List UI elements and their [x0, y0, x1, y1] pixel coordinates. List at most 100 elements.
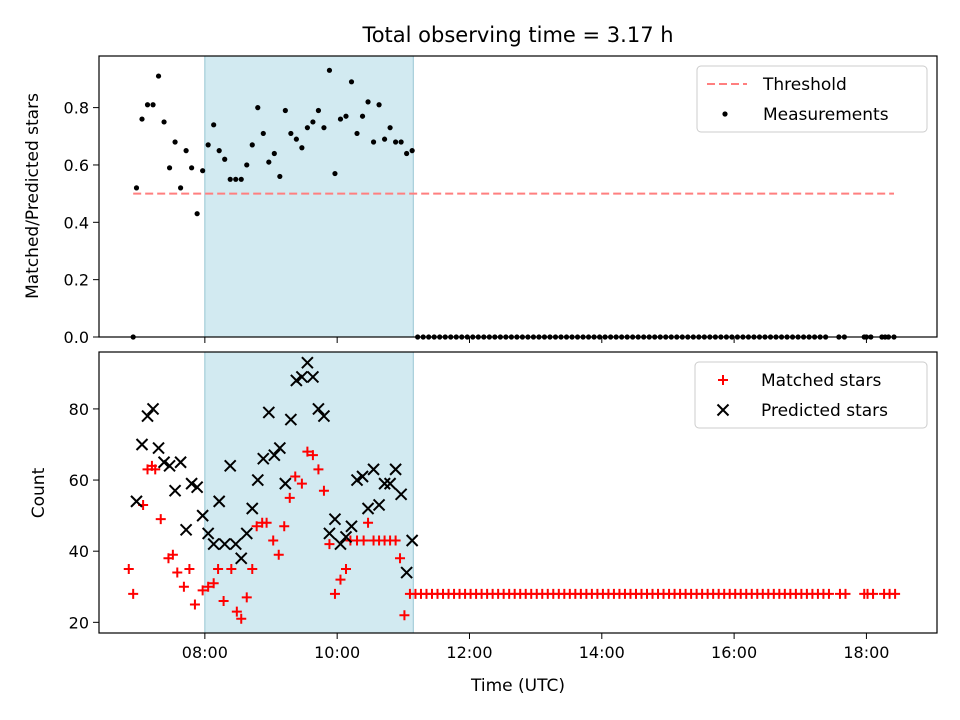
measurement-point: [238, 176, 244, 182]
measurement-point: [222, 156, 228, 162]
y-tick-label: 0.4: [64, 213, 89, 232]
matched-star-point: [184, 563, 195, 574]
predicted-star-point: [323, 527, 336, 540]
predicted-star-point: [345, 520, 358, 533]
measurement-point: [376, 102, 382, 108]
matched-star-point: [302, 446, 313, 457]
predicted-star-point: [317, 409, 331, 423]
y-tick-label: 80: [69, 400, 89, 419]
matched-star-point: [203, 581, 214, 592]
predicted-star-point: [268, 448, 281, 462]
measurement-point: [393, 139, 399, 145]
matched-star-point: [213, 563, 224, 574]
predicted-star-point: [290, 374, 303, 387]
predicted-star-point: [185, 477, 198, 490]
predicted-star-point: [224, 459, 237, 473]
predicted-star-point: [334, 537, 347, 551]
measurement-point: [227, 176, 233, 182]
matched-star-point: [268, 535, 279, 546]
measurement-point: [211, 122, 217, 128]
measurement-point: [266, 159, 272, 165]
measurement-point: [354, 130, 360, 137]
predicted-star-point: [212, 495, 226, 508]
predicted-star-point: [279, 477, 292, 490]
measurement-point: [288, 130, 294, 137]
y-tick-label: 0.0: [64, 328, 89, 347]
matched-star-point: [296, 478, 307, 489]
matched-star-point: [390, 535, 401, 546]
matched-star-point: [324, 539, 335, 550]
legend: Threshold Measurements: [696, 65, 928, 133]
matched-star-point: [197, 585, 208, 596]
measurement-point: [216, 148, 222, 154]
measurement-point: [299, 145, 305, 151]
predicted-star-point: [295, 370, 309, 384]
measurement-point: [271, 150, 277, 157]
measurement-point: [304, 125, 310, 131]
matched-star-point: [178, 581, 189, 592]
legend-swatch: [718, 375, 728, 385]
measurement-point: [166, 165, 173, 171]
predicted-star-point: [246, 502, 259, 515]
legend-swatch: [716, 403, 730, 417]
predicted-star-point: [146, 402, 160, 416]
x-tick-label: 18:00: [843, 643, 889, 662]
predicted-star-point: [400, 566, 413, 579]
y-tick-label: 60: [69, 471, 89, 490]
predicted-star-point: [306, 370, 320, 384]
predicted-star-point: [251, 473, 264, 487]
predicted-star-point: [361, 502, 375, 515]
legend-label: Measurements: [763, 105, 889, 125]
matched-star-point: [167, 549, 178, 560]
predicted-star-point: [196, 509, 209, 522]
measurement-point: [161, 119, 167, 125]
x-tick-label: 10:00: [314, 643, 360, 662]
measurement-point: [133, 185, 140, 191]
x-axis-label: Time (UTC): [470, 676, 565, 696]
measurement-point: [370, 139, 377, 145]
matched-star-point: [236, 613, 247, 624]
matched-star-point: [261, 517, 272, 528]
predicted-star-point: [356, 470, 369, 483]
legend-swatch: [722, 111, 728, 117]
predicted-star-point: [168, 484, 182, 497]
legend-label: Matched stars: [761, 371, 881, 391]
matched-star-point: [363, 517, 374, 528]
matched-star-point: [890, 588, 901, 599]
matched-star-point: [279, 521, 290, 532]
predicted-star-point: [235, 552, 248, 565]
predicted-star-point: [163, 459, 176, 473]
predicted-star-point: [240, 527, 253, 540]
measurement-point: [381, 136, 388, 142]
matched-star-point: [340, 563, 351, 574]
predicted-star-point: [152, 441, 165, 455]
y-axis-label: Count: [29, 467, 49, 518]
predicted-star-point: [350, 473, 364, 487]
measurement-point: [282, 107, 288, 114]
measurement-point: [255, 105, 261, 111]
measurement-point: [172, 139, 178, 145]
plot-frame: [98, 351, 938, 634]
matched-star-point: [189, 599, 200, 610]
matched-star-point: [358, 535, 369, 546]
measurement-point: [183, 148, 189, 154]
measurement-point: [359, 113, 366, 119]
measurement-point: [249, 142, 255, 148]
measurement-point: [409, 148, 415, 154]
measurement-point: [348, 79, 355, 85]
measurement-point: [277, 173, 283, 180]
x-tick-label: 16:00: [711, 643, 757, 662]
matched-star-point: [231, 606, 242, 617]
measurement-point: [189, 165, 195, 171]
observing-window-shade: [204, 55, 414, 338]
predicted-star-point: [201, 527, 215, 540]
matched-star-point: [284, 492, 295, 503]
matched-star-point: [335, 574, 346, 585]
legend-box: [696, 65, 928, 133]
measurement-point: [365, 99, 371, 105]
predicted-star-point: [405, 534, 419, 547]
y-tick-label: 40: [69, 542, 89, 561]
measurement-point: [139, 116, 145, 122]
measurement-point: [150, 102, 156, 108]
